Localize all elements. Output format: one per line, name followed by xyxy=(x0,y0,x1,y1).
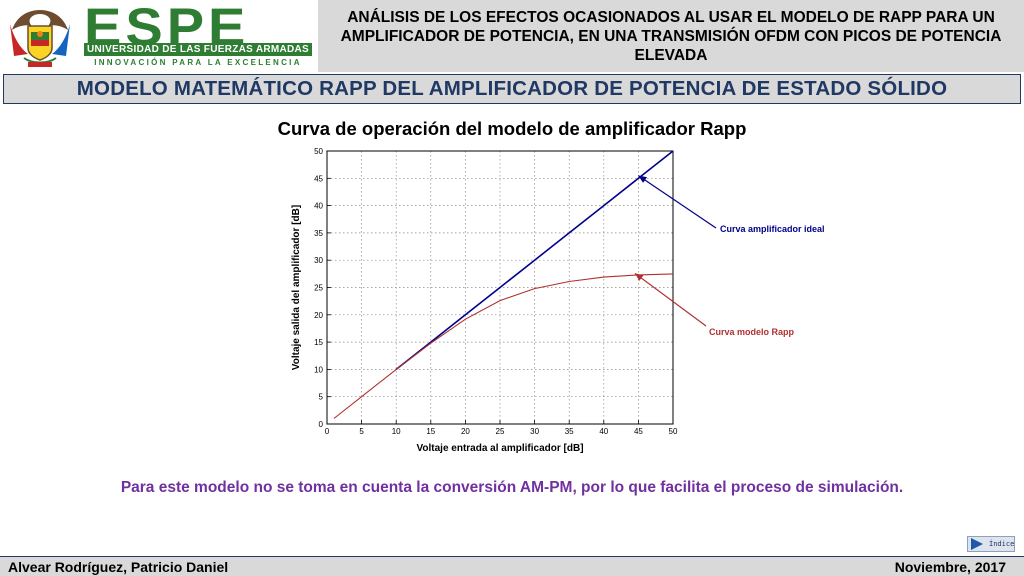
play-arrow-icon xyxy=(971,538,983,550)
ideal-arrow-head xyxy=(638,175,647,183)
university-bar xyxy=(84,43,312,56)
x-tick-label: 45 xyxy=(634,427,643,436)
x-tick-label: 20 xyxy=(461,427,470,436)
y-tick-label: 45 xyxy=(314,174,323,183)
chart-ticks: 0 5 10 15 20 25 30 35 40 45 50 0 5 10 15 20 25 30 35 40 45 50 xyxy=(314,147,678,436)
crest-icon xyxy=(10,10,70,67)
ideal-annotation-label: Curva amplificador ideal xyxy=(720,224,825,234)
espe-logo: ESPE UNIVERSIDAD DE LAS FUERZAS ARMADAS … xyxy=(0,0,318,72)
y-tick-label: 35 xyxy=(314,229,323,238)
x-axis-label: Voltaje entrada al amplificador [dB] xyxy=(416,443,583,454)
rapp-arrow-head xyxy=(634,273,644,281)
section-banner: MODELO MATEMÁTICO RAPP DEL AMPLIFICADOR … xyxy=(3,74,1021,104)
footer-date: Noviembre, 2017 xyxy=(894,559,1006,575)
footer-author: Alvear Rodríguez, Patricio Daniel xyxy=(8,559,229,575)
index-button-label: Índice xyxy=(989,540,1015,548)
presentation-title-box: ANÁLISIS DE LOS EFECTOS OCASIONADOS AL U… xyxy=(318,0,1024,72)
rapp-arrow-line xyxy=(634,272,707,327)
chart-annotations: Curva amplificador ideal Curva modelo Rap… xyxy=(634,175,825,337)
x-tick-label: 25 xyxy=(496,427,505,436)
x-tick-label: 10 xyxy=(392,427,401,436)
x-tick-label: 30 xyxy=(530,427,539,436)
footer: Alvear Rodríguez, Patricio Daniel Noviem… xyxy=(0,556,1024,576)
y-tick-label: 0 xyxy=(319,420,324,429)
rapp-curve-line xyxy=(333,273,674,419)
university-motto: INNOVACIÓN PARA LA EXCELENCIA xyxy=(94,58,302,67)
index-button[interactable]: Índice xyxy=(967,536,1015,552)
y-tick-label: 25 xyxy=(314,284,323,293)
ideal-arrow-line xyxy=(638,175,717,229)
simulation-note: Para este modelo no se toma en cuenta la… xyxy=(120,479,904,496)
x-tick-label: 0 xyxy=(325,427,330,436)
x-tick-label: 5 xyxy=(359,427,364,436)
y-tick-label: 5 xyxy=(319,393,324,402)
y-tick-label: 30 xyxy=(314,256,323,265)
chart-series xyxy=(333,150,674,419)
y-tick-label: 10 xyxy=(314,365,323,374)
section-banner-text: MODELO MATEMÁTICO RAPP DEL AMPLIFICADOR … xyxy=(76,77,948,100)
y-tick-label: 15 xyxy=(314,338,323,347)
chart-title: Curva de operación del modelo de amplifi… xyxy=(277,118,747,139)
y-axis-label: Voltaje salida del amplificador [dB] xyxy=(291,205,302,370)
x-tick-label: 15 xyxy=(426,427,435,436)
university-name: UNIVERSIDAD DE LAS FUERZAS ARMADAS xyxy=(86,44,310,55)
x-tick-label: 50 xyxy=(669,427,678,436)
header: ESPE UNIVERSIDAD DE LAS FUERZAS ARMADAS … xyxy=(0,0,1024,72)
x-tick-label: 35 xyxy=(565,427,574,436)
ideal-curve-line xyxy=(395,150,674,371)
y-tick-label: 20 xyxy=(314,311,323,320)
x-tick-label: 40 xyxy=(599,427,608,436)
presentation-title: ANÁLISIS DE LOS EFECTOS OCASIONADOS AL U… xyxy=(340,8,1002,64)
rapp-annotation-label: Curva modelo Rapp xyxy=(709,327,795,337)
y-tick-label: 40 xyxy=(314,202,323,211)
y-tick-label: 50 xyxy=(314,147,323,156)
